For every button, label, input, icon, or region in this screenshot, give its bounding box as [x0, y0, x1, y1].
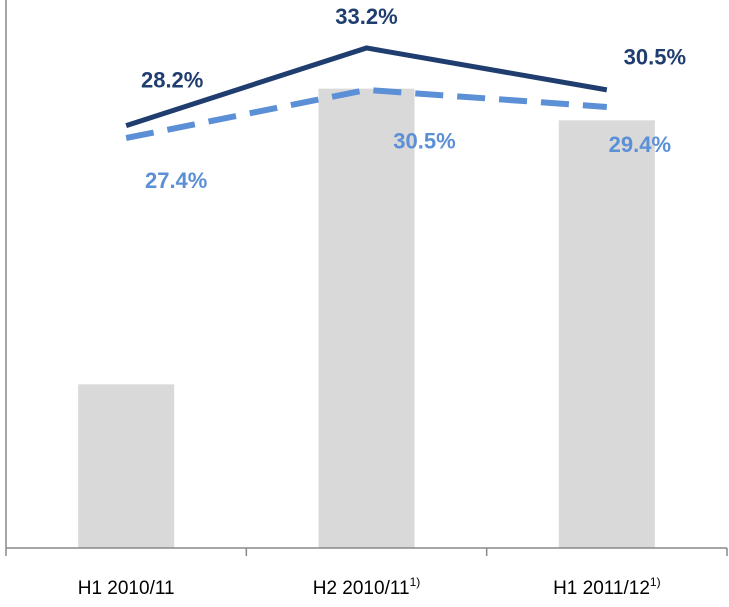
x-tick-label: H2 2010/111) [313, 575, 421, 599]
footnote-marker: 1) [650, 575, 661, 589]
value-label: 30.5% [393, 129, 455, 154]
solid-line [125, 45, 608, 128]
footnote-marker: 1) [410, 575, 421, 589]
category-name: H1 2011/12 [553, 578, 650, 599]
bar [558, 120, 655, 548]
bar [318, 88, 415, 548]
category-name: H1 2010/11 [78, 578, 175, 599]
value-label: 30.5% [624, 45, 686, 70]
value-label: 33.2% [335, 4, 397, 29]
value-label: 27.4% [145, 168, 207, 193]
value-label: 28.2% [141, 67, 203, 92]
x-tick-label: H1 2011/121) [553, 575, 661, 599]
value-label: 29.4% [609, 132, 671, 157]
dashed-line [125, 86, 608, 141]
bar [78, 384, 175, 548]
x-tick-label: H1 2010/11 [78, 578, 175, 599]
category-name: H2 2010/11 [313, 578, 410, 599]
